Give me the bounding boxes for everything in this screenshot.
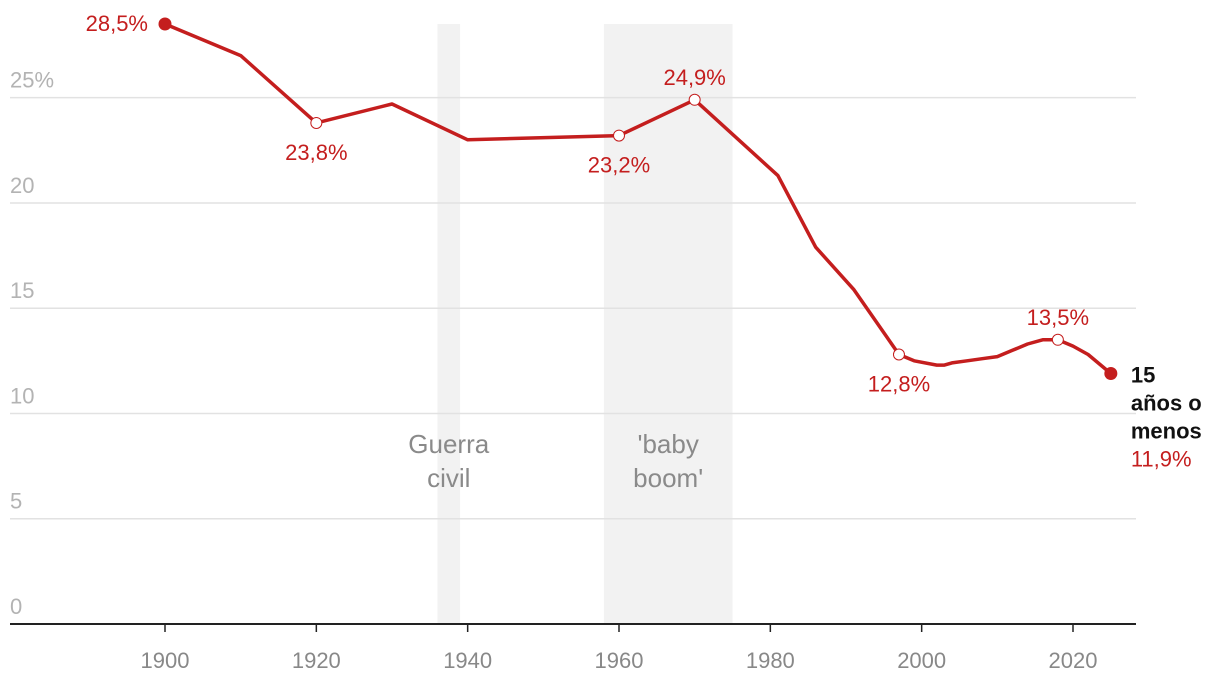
series-name: años o — [1131, 390, 1202, 415]
x-axis-labels: 1900 1920 1940 1960 1980 2000 2020 — [141, 624, 1098, 673]
period-band — [437, 24, 461, 624]
x-tick-label: 1940 — [443, 648, 492, 673]
data-point-marker — [892, 348, 905, 361]
x-tick-label: 1960 — [595, 648, 644, 673]
x-tick-label: 2020 — [1049, 648, 1098, 673]
y-tick-label: 5 — [10, 489, 22, 514]
series-lines — [163, 22, 1113, 376]
data-point-marker — [688, 93, 701, 106]
x-tick-label: 1900 — [141, 648, 190, 673]
x-tick-label: 1980 — [746, 648, 795, 673]
series-end-value: 11,9% — [1131, 446, 1192, 471]
data-label: 23,8% — [285, 140, 347, 165]
y-tick-label: 10 — [10, 383, 34, 408]
series-name: 15 — [1131, 362, 1155, 387]
series-label: 15 años o menos 11,9% — [1131, 362, 1202, 471]
data-point-marker — [310, 116, 323, 129]
series-line — [163, 22, 1113, 376]
y-axis-labels: 0 5 10 15 20 25% — [10, 68, 54, 619]
y-tick-label: 20 — [10, 173, 34, 198]
data-point-marker — [158, 17, 172, 31]
period-label: Guerra — [408, 429, 489, 459]
value-labels: 28,5% 23,8% 23,2% 24,9% 12,8% 13,5% — [86, 11, 1089, 397]
period-band — [603, 24, 733, 624]
data-label: 12,8% — [868, 372, 930, 397]
data-point-marker — [1104, 366, 1118, 380]
y-tick-label: 0 — [10, 594, 22, 619]
series-name: menos — [1131, 418, 1202, 443]
point-markers — [158, 17, 1118, 380]
gridlines — [10, 96, 1136, 625]
x-tick-label: 2000 — [897, 648, 946, 673]
x-tick-label: 1920 — [292, 648, 341, 673]
data-point-marker — [613, 129, 625, 142]
data-label: 24,9% — [663, 65, 725, 90]
y-tick-label: 15 — [10, 278, 34, 303]
period-label: boom' — [633, 463, 703, 493]
period-labels: Guerra civil 'baby boom' — [408, 429, 703, 493]
period-bands — [437, 24, 733, 624]
data-point-marker — [1051, 333, 1064, 346]
period-label: civil — [427, 463, 470, 493]
y-tick-label: 25% — [10, 68, 54, 93]
data-label: 13,5% — [1027, 305, 1089, 330]
data-label: 28,5% — [86, 11, 148, 36]
data-label: 23,2% — [588, 153, 650, 178]
period-label: 'baby — [638, 429, 699, 459]
